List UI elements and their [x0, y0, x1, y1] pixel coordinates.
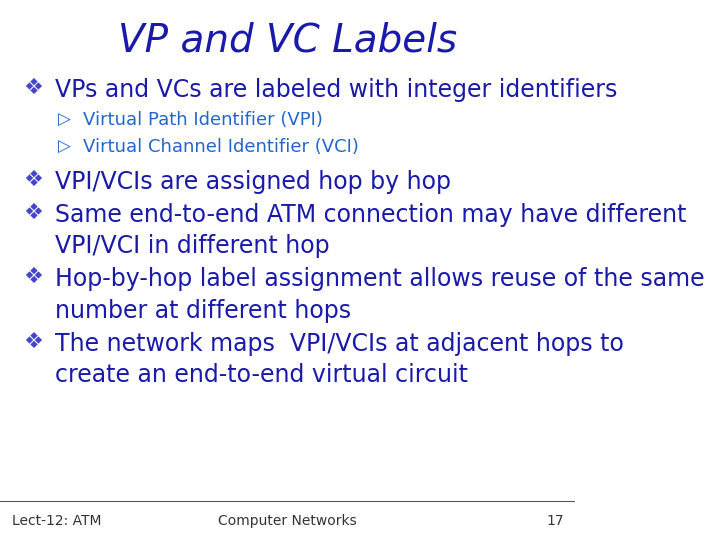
Text: ❖: ❖ — [23, 203, 43, 223]
Text: Computer Networks: Computer Networks — [218, 514, 357, 528]
Text: ▷: ▷ — [58, 111, 71, 130]
Text: VPI/VCI in different hop: VPI/VCI in different hop — [55, 234, 329, 258]
Text: ❖: ❖ — [23, 267, 43, 287]
Text: VPs and VCs are labeled with integer identifiers: VPs and VCs are labeled with integer ide… — [55, 78, 617, 102]
Text: The network maps  VPI/VCIs at adjacent hops to: The network maps VPI/VCIs at adjacent ho… — [55, 332, 624, 356]
Text: number at different hops: number at different hops — [55, 299, 351, 322]
Text: Hop-by-hop label assignment allows reuse of the same: Hop-by-hop label assignment allows reuse… — [55, 267, 704, 292]
Text: VP and VC Labels: VP and VC Labels — [118, 22, 457, 59]
Text: create an end-to-end virtual circuit: create an end-to-end virtual circuit — [55, 363, 468, 387]
Text: Lect-12: ATM: Lect-12: ATM — [12, 514, 101, 528]
Text: ❖: ❖ — [23, 170, 43, 190]
Text: VPI/VCIs are assigned hop by hop: VPI/VCIs are assigned hop by hop — [55, 170, 451, 194]
Text: Virtual Path Identifier (VPI): Virtual Path Identifier (VPI) — [84, 111, 323, 130]
Text: Same end-to-end ATM connection may have different: Same end-to-end ATM connection may have … — [55, 203, 686, 227]
Text: ▷: ▷ — [58, 138, 71, 156]
Text: Virtual Channel Identifier (VCI): Virtual Channel Identifier (VCI) — [84, 138, 359, 156]
Text: 17: 17 — [546, 514, 564, 528]
Text: ❖: ❖ — [23, 78, 43, 98]
Text: ❖: ❖ — [23, 332, 43, 352]
